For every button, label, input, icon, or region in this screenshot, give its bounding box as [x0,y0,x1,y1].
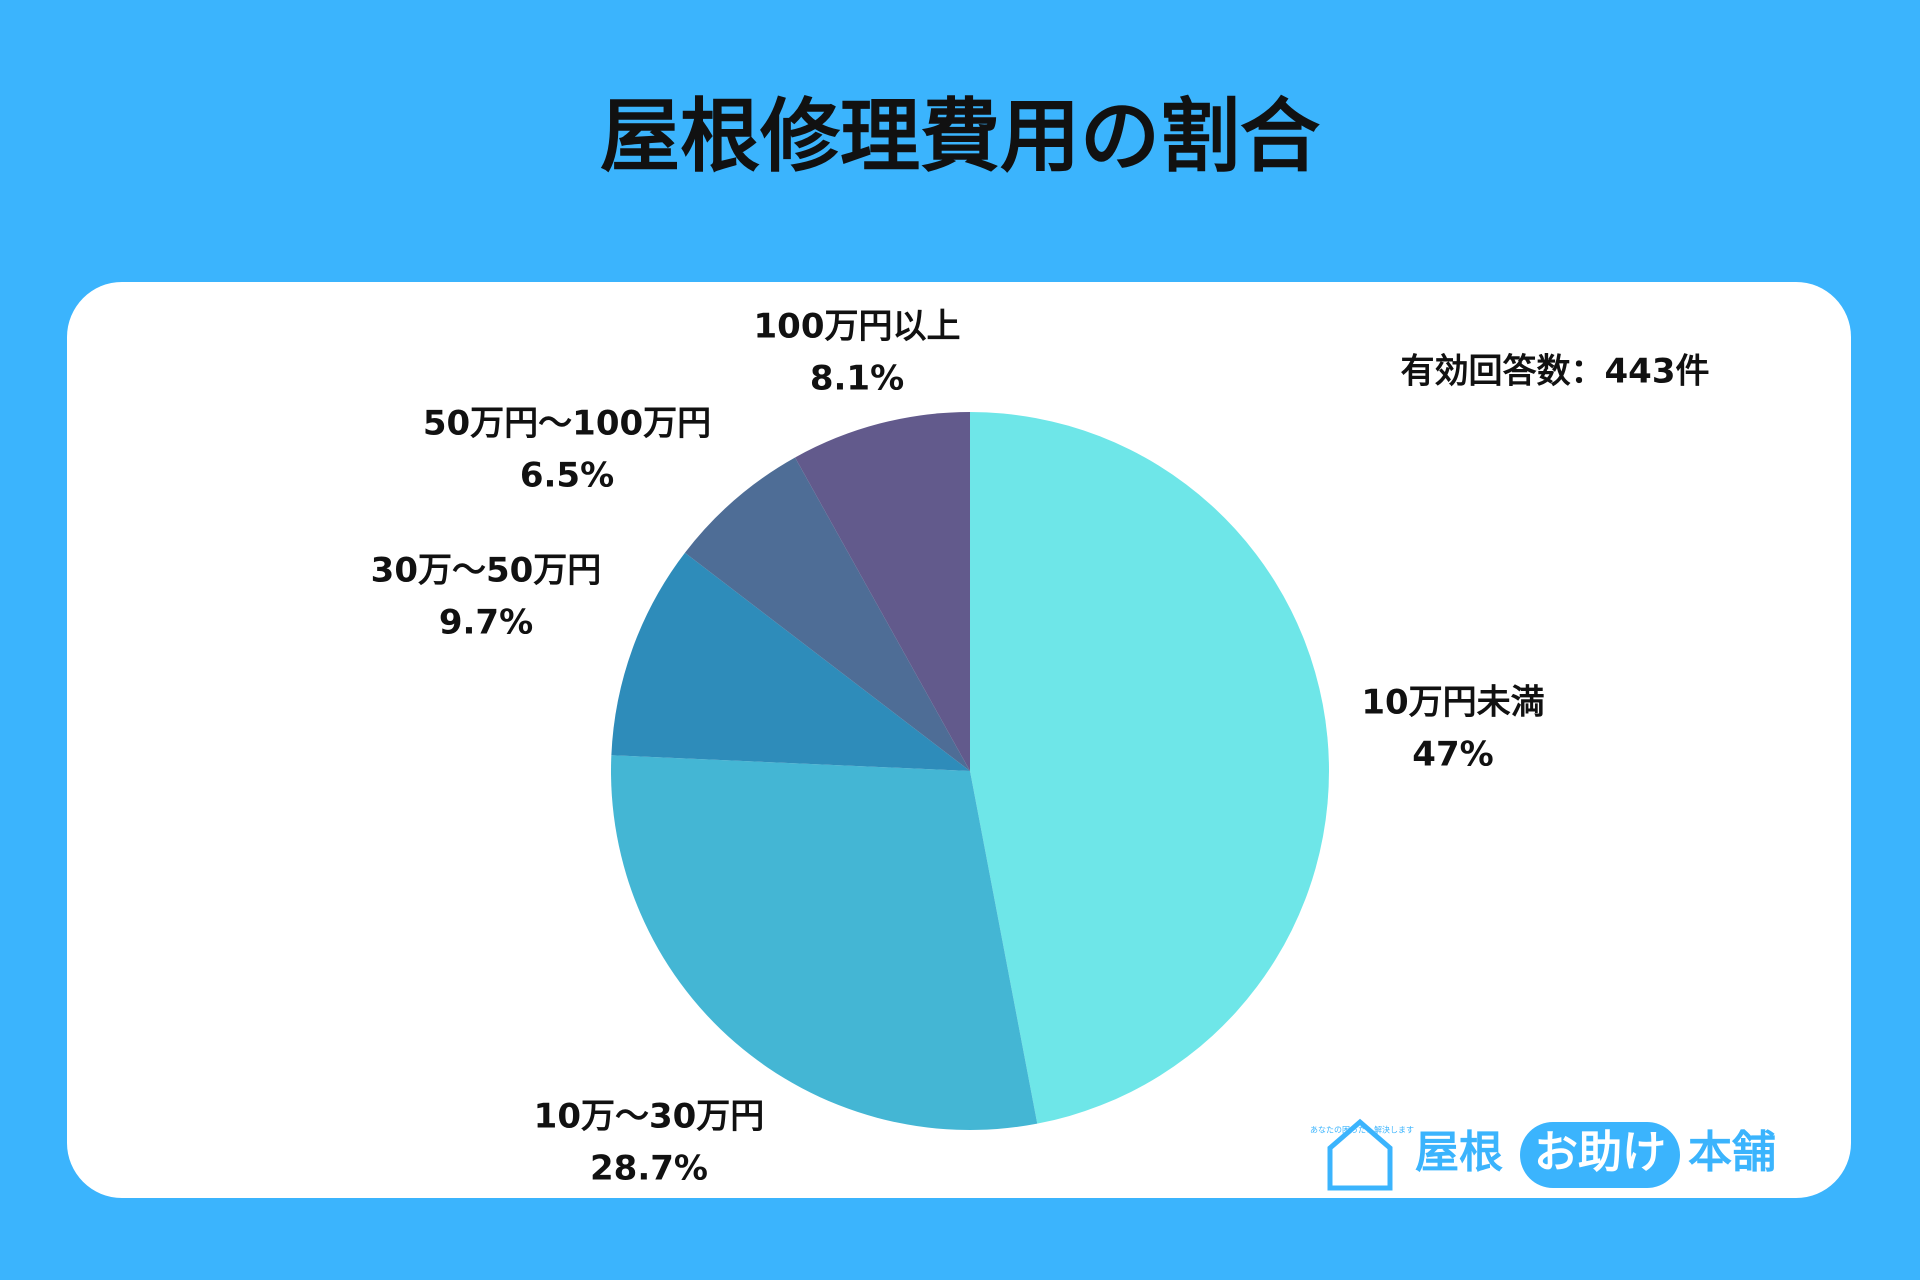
pie-slice [611,755,1038,1130]
pie-slice [611,552,970,771]
logo-text: 屋根 [1415,1127,1503,1178]
slice-label: 30万〜50万円 [371,551,602,591]
chart-title: 屋根修理費用の割合 [600,90,1320,183]
slice-label: 10万〜30万円 [534,1097,765,1137]
logo: あなたの困った！解決します 屋根 お助け 本舗 [1310,1118,1776,1191]
pie-slice [684,457,970,771]
logo-bubble [1520,1122,1680,1188]
logo-text: 本舗 [1688,1127,1776,1178]
slice-label: 10万円未満 [1361,683,1544,723]
annotation: 有効回答数：443件 [1401,352,1710,392]
value-label: 9.7% [439,603,533,643]
logo-house [1327,1118,1393,1191]
slice-label: 50万円〜100万円 [423,404,711,444]
logo-text: お助け [1534,1127,1666,1178]
pie-slice [970,412,1330,1124]
value-label: 28.7% [590,1149,708,1189]
pie-slice [795,412,970,771]
value-label: 47% [1412,735,1493,775]
slice-label: 100万円以上 [754,307,961,347]
logo-tagline: あなたの困った！解決します [1310,1125,1414,1135]
value-label: 6.5% [520,456,614,496]
value-label: 8.1% [810,359,904,399]
